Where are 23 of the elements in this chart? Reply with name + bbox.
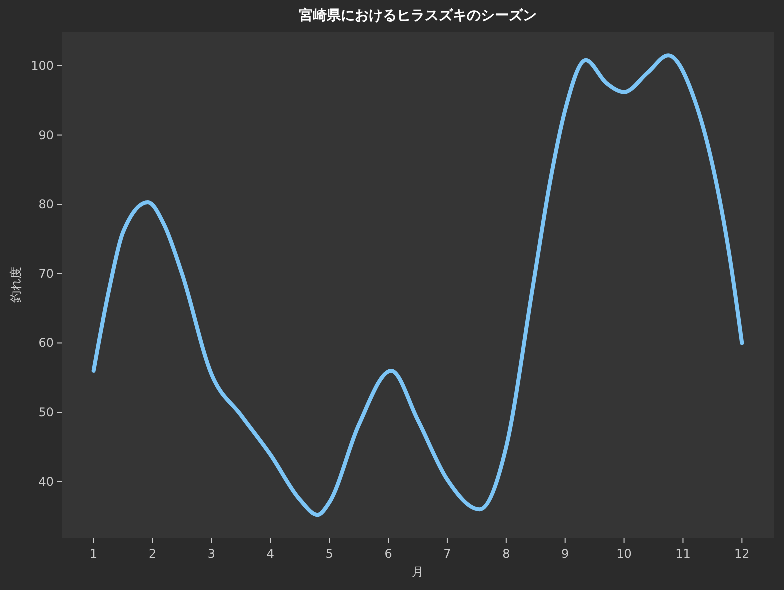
x-tick-label: 9 — [562, 547, 570, 561]
y-tick-label: 60 — [38, 336, 54, 350]
line-series — [92, 54, 744, 518]
x-tick-label: 6 — [384, 547, 392, 561]
x-tick-label: 7 — [444, 547, 452, 561]
x-tick-label: 11 — [676, 547, 691, 561]
x-tick-label: 8 — [502, 547, 510, 561]
y-tick-label: 40 — [38, 474, 54, 489]
y-axis-title: 釣れ度 — [9, 267, 23, 303]
chart-title: 宮崎県におけるヒラスズキのシーズン — [299, 7, 537, 24]
x-tick-label: 1 — [90, 547, 98, 561]
x-tick-label: 3 — [208, 547, 216, 561]
x-axis-title: 月 — [412, 565, 424, 579]
x-tick-label: 2 — [148, 547, 157, 561]
y-tick-label: 70 — [38, 266, 54, 281]
y-tick-label: 50 — [38, 406, 54, 420]
y-tick-label: 90 — [38, 128, 54, 142]
x-tick-label: 10 — [616, 547, 632, 561]
y-tick-label: 100 — [31, 58, 54, 73]
x-tick-label: 12 — [734, 547, 750, 561]
x-tick-label: 5 — [326, 547, 334, 561]
y-tick-label: 80 — [38, 198, 54, 212]
x-tick-label: 4 — [266, 547, 274, 561]
